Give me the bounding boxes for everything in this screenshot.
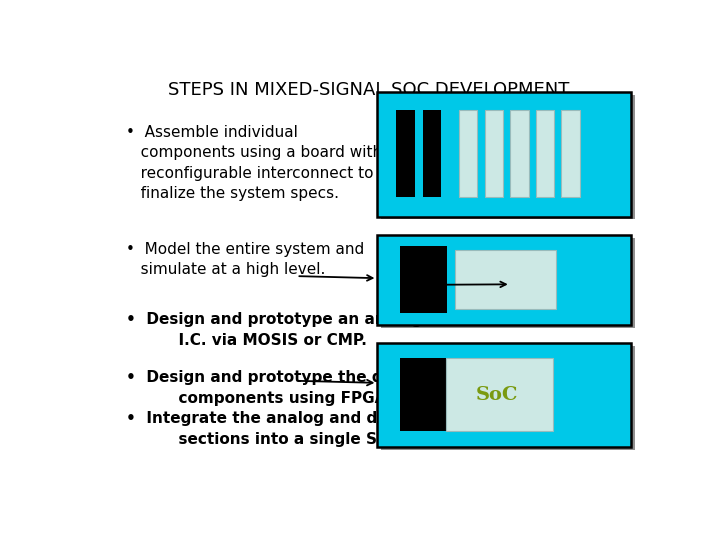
Text: •  Design and prototype the digital
          components using FPGAs.
•  Integra: • Design and prototype the digital compo… <box>126 370 427 447</box>
Bar <box>562 110 580 197</box>
Bar <box>446 359 552 431</box>
Text: SoC: SoC <box>476 386 518 404</box>
Bar <box>377 235 631 325</box>
Text: •  Design and prototype an analog
          I.C. via MOSIS or CMP.: • Design and prototype an analog I.C. vi… <box>126 312 423 348</box>
Text: •  Assemble individual
   components using a board with
   reconfigurable interc: • Assemble individual components using a… <box>126 125 382 201</box>
Bar <box>536 110 554 197</box>
Bar <box>382 94 635 219</box>
Bar <box>377 92 631 217</box>
Bar <box>377 343 631 447</box>
Bar <box>382 238 635 328</box>
Bar <box>485 110 503 197</box>
Bar <box>455 249 557 309</box>
Bar <box>382 346 635 450</box>
Bar <box>397 110 415 197</box>
Bar <box>459 110 477 197</box>
Bar <box>423 110 441 197</box>
Bar <box>400 246 447 313</box>
Text: STEPS IN MIXED-SIGNAL SOC DEVELOPMENT: STEPS IN MIXED-SIGNAL SOC DEVELOPMENT <box>168 82 570 99</box>
Bar <box>510 110 528 197</box>
Bar <box>400 359 446 431</box>
Text: •  Model the entire system and
   simulate at a high level.: • Model the entire system and simulate a… <box>126 241 364 277</box>
